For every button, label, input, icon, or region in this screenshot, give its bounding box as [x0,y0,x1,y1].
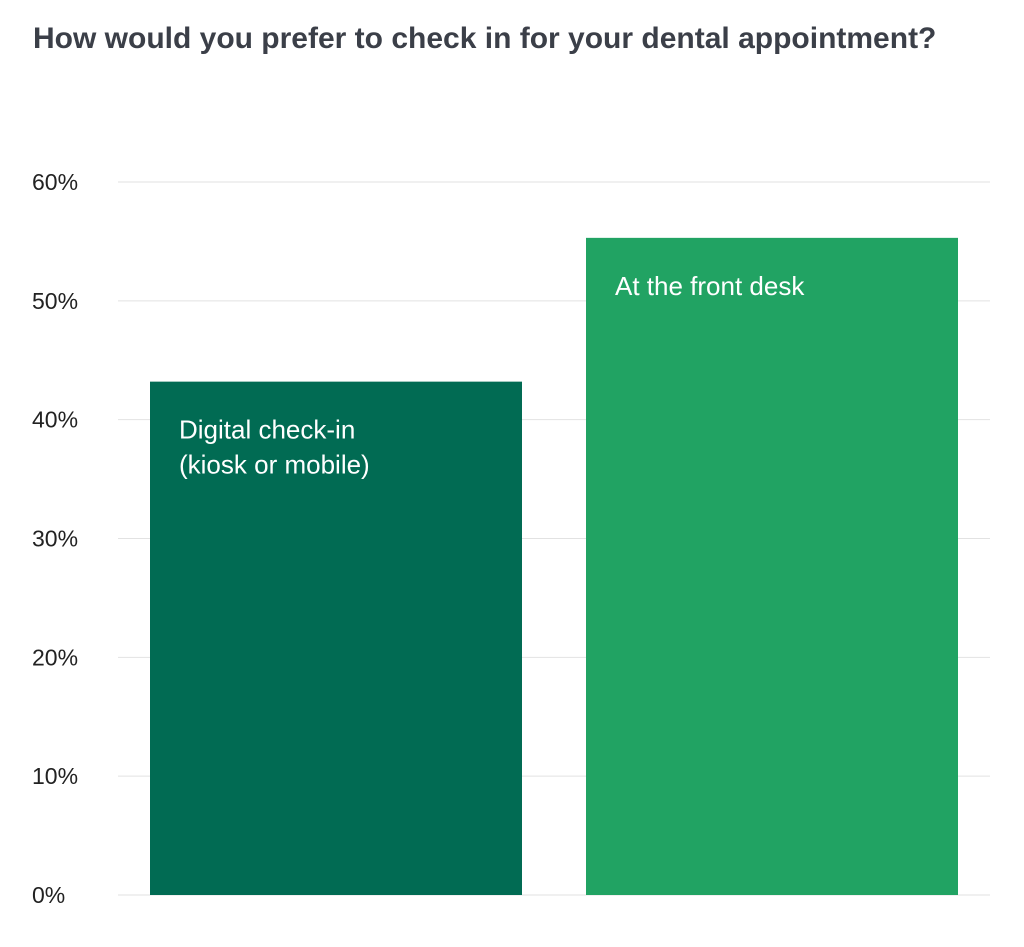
bar-label-line: At the front desk [615,271,805,301]
bar-digital-check-in [150,381,522,895]
y-tick-label-30: 30% [32,526,78,552]
bar-label-front-desk: At the front desk [615,271,805,301]
y-tick-label-50: 50% [32,288,78,314]
y-tick-label-0: 0% [32,882,65,908]
y-tick-label-20: 20% [32,644,78,670]
bar-label-line: (kiosk or mobile) [179,450,370,480]
chart-title: How would you prefer to check in for you… [33,22,937,55]
bar-front-desk [586,237,958,895]
bar-labels: Digital check-in (kiosk or mobile) At the … [179,271,805,480]
bar-label-digital-check-in: Digital check-in (kiosk or mobile) [179,415,370,480]
bar-label-line: Digital check-in [179,415,355,445]
y-tick-label-40: 40% [32,407,78,433]
y-axis-ticks: 0% 10% 20% 30% 40% 50% 60% [32,169,78,908]
y-tick-label-60: 60% [32,169,78,195]
bars [150,237,958,895]
y-tick-label-10: 10% [32,763,78,789]
